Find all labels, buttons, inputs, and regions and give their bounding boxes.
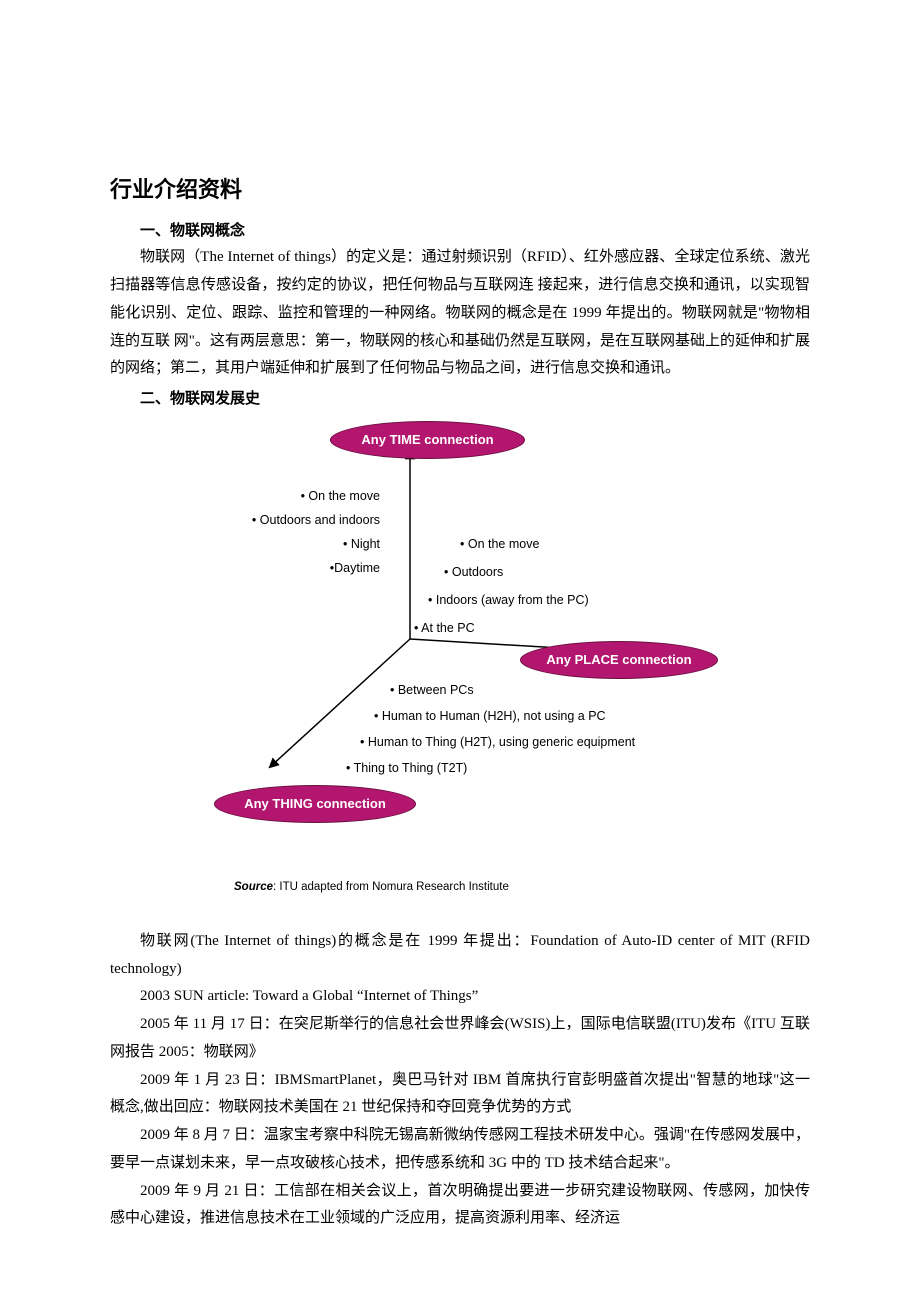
diagram-label-time-0: • On the move — [301, 485, 380, 508]
diagram-label-time-1: • Outdoors and indoors — [252, 509, 380, 532]
section-2-heading: 二、物联网发展史 — [110, 385, 810, 413]
diagram-source-text: : ITU adapted from Nomura Research Insti… — [273, 881, 509, 893]
history-paragraph-5: 2009 年 9 月 21 日：工信部在相关会议上，首次明确提出要进一步研究建设… — [110, 1178, 810, 1234]
diagram-label-thing-0: • Between PCs — [390, 679, 474, 702]
diagram-node-time: Any TIME connection — [330, 421, 525, 459]
diagram-label-place-1: • Outdoors — [444, 561, 503, 584]
diagram-label-thing-1: • Human to Human (H2H), not using a PC — [374, 705, 606, 728]
diagram-label-place-0: • On the move — [460, 533, 539, 556]
section-1-paragraph: 物联网（The Internet of things）的定义是：通过射频识别（R… — [110, 244, 810, 383]
history-paragraph-0: 物联网(The Internet of things)的概念是在 1999 年提… — [110, 928, 810, 984]
history-paragraph-2: 2005 年 11 月 17 日：在突尼斯举行的信息社会世界峰会(WSIS)上，… — [110, 1011, 810, 1067]
diagram-label-place-2: • Indoors (away from the PC) — [428, 589, 589, 612]
diagram-label-time-3: •Daytime — [330, 557, 380, 580]
diagram-label-thing-3: • Thing to Thing (T2T) — [346, 757, 467, 780]
diagram-label-time-2: • Night — [343, 533, 380, 556]
diagram-source: Source: ITU adapted from Nomura Research… — [234, 877, 720, 898]
diagram-label-thing-2: • Human to Thing (H2T), using generic eq… — [360, 731, 635, 754]
history-paragraph-4: 2009 年 8 月 7 日：温家宝考察中科院无锡高新微纳传感网工程技术研发中心… — [110, 1122, 810, 1178]
doc-title: 行业介绍资料 — [110, 170, 810, 211]
history-paragraph-3: 2009 年 1 月 23 日：IBMSmartPlanet，奥巴马针对 IBM… — [110, 1067, 810, 1123]
diagram-node-place: Any PLACE connection — [520, 641, 718, 679]
diagram-node-thing: Any THING connection — [214, 785, 416, 823]
section-1-heading: 一、物联网概念 — [110, 217, 810, 245]
diagram-source-prefix: Source — [234, 881, 273, 893]
iot-dimensions-diagram: Any TIME connection Any PLACE connection A… — [200, 419, 720, 898]
history-paragraph-1: 2003 SUN article: Toward a Global “Inter… — [110, 983, 810, 1011]
diagram-label-place-3: • At the PC — [414, 617, 475, 640]
